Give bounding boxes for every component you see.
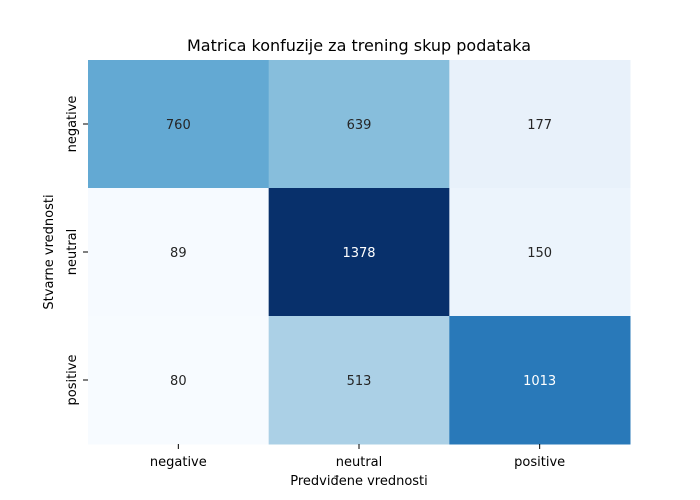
x-tick-label: negative <box>150 455 207 470</box>
cell-value-label: 760 <box>166 118 191 133</box>
heatmap-cell <box>268 188 450 317</box>
cell-value-label: 177 <box>527 118 552 133</box>
heatmap-cell <box>88 188 270 317</box>
cell-value-label: 1378 <box>342 246 375 261</box>
cell-value-label: 80 <box>170 374 187 389</box>
cell-value-label: 150 <box>527 246 552 261</box>
y-axis: negative neutral positive <box>65 96 88 406</box>
y-tick-label: negative <box>65 96 80 153</box>
heatmap-cell <box>449 188 631 317</box>
heatmap-cell <box>88 60 270 189</box>
heatmap-cells: 760 639 177 89 1378 150 80 513 1013 <box>88 60 631 445</box>
chart-title: Matrica konfuzije za trening skup podata… <box>187 36 531 55</box>
y-tick-label: positive <box>65 355 80 406</box>
heatmap-cell <box>268 60 450 189</box>
x-tick-label: neutral <box>336 455 383 470</box>
y-axis-label: Stvarne vrednosti <box>42 194 57 309</box>
heatmap-cell <box>88 316 270 445</box>
heatmap-cell <box>449 316 631 445</box>
x-tick-label: positive <box>514 455 565 470</box>
cell-value-label: 513 <box>347 374 372 389</box>
x-axis-label: Predviđene vrednosti <box>290 474 428 489</box>
y-tick-label: neutral <box>65 229 80 276</box>
cell-value-label: 89 <box>170 246 187 261</box>
heatmap-cell <box>268 316 450 445</box>
cell-value-label: 1013 <box>523 374 556 389</box>
heatmap-cell <box>449 60 631 189</box>
cell-value-label: 639 <box>347 118 372 133</box>
x-axis: negative neutral positive <box>150 444 565 470</box>
